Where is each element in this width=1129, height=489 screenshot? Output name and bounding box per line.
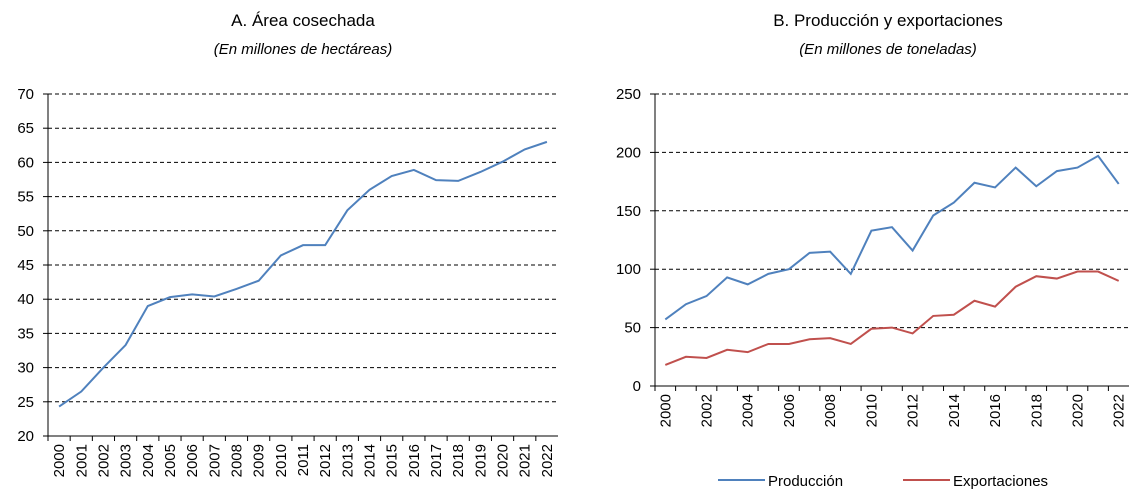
x-tick-label: 2017 <box>428 444 445 477</box>
x-tick-label: 2021 <box>517 444 534 477</box>
y-tick-label: 45 <box>17 257 34 274</box>
y-tick-label: 0 <box>633 378 641 395</box>
x-tick-label: 2016 <box>987 394 1004 427</box>
y-tick-label: 70 <box>17 86 34 103</box>
x-tick-label: 2012 <box>317 444 334 477</box>
x-tick-label: 2009 <box>251 444 268 477</box>
x-tick-label: 2008 <box>822 394 839 427</box>
y-tick-label: 65 <box>17 120 34 137</box>
chart-title: B. Producción y exportaciones <box>773 11 1003 30</box>
line-series <box>664 270 1120 366</box>
x-tick-label: 2000 <box>657 394 674 427</box>
legend-label: Producción <box>768 473 843 489</box>
x-tick-label: 2010 <box>273 444 290 477</box>
x-tick-label: 2012 <box>905 394 922 427</box>
y-tick-label: 150 <box>616 203 641 220</box>
y-tick-label: 250 <box>616 86 641 103</box>
x-tick-label: 2019 <box>472 444 489 477</box>
x-tick-label: 2015 <box>384 444 401 477</box>
x-tick-label: 2007 <box>206 444 223 477</box>
x-tick-label: 2006 <box>184 444 201 477</box>
x-tick-label: 2020 <box>1069 394 1086 427</box>
x-tick-label: 2018 <box>450 444 467 477</box>
x-tick-label: 2001 <box>73 444 90 477</box>
y-tick-label: 20 <box>17 428 34 445</box>
y-tick-label: 25 <box>17 394 34 411</box>
y-tick-label: 50 <box>17 223 34 240</box>
x-tick-label: 2018 <box>1028 394 1045 427</box>
line-series <box>664 154 1120 321</box>
x-tick-label: 2002 <box>699 394 716 427</box>
x-tick-label: 2006 <box>781 394 798 427</box>
y-tick-label: 55 <box>17 189 34 206</box>
x-tick-label: 2014 <box>946 394 963 427</box>
y-tick-label: 60 <box>17 154 34 171</box>
chart-title: A. Área cosechada <box>231 11 375 30</box>
y-tick-label: 50 <box>624 320 641 337</box>
x-tick-label: 2004 <box>740 394 757 427</box>
x-tick-label: 2013 <box>339 444 356 477</box>
x-tick-label: 2008 <box>228 444 245 477</box>
y-tick-label: 40 <box>17 291 34 308</box>
y-tick-label: 35 <box>17 325 34 342</box>
x-tick-label: 2005 <box>162 444 179 477</box>
y-tick-label: 100 <box>616 261 641 278</box>
x-tick-label: 2011 <box>295 444 312 476</box>
x-tick-label: 2022 <box>1111 394 1128 427</box>
line-series <box>58 140 548 408</box>
x-tick-label: 2020 <box>495 444 512 477</box>
y-tick-label: 30 <box>17 360 34 377</box>
chart-subtitle: (En millones de toneladas) <box>799 41 977 58</box>
y-tick-label: 200 <box>616 144 641 161</box>
x-tick-label: 2004 <box>140 444 157 477</box>
x-tick-label: 2016 <box>406 444 423 477</box>
chart-subtitle: (En millones de hectáreas) <box>214 41 392 58</box>
x-tick-label: 2002 <box>95 444 112 477</box>
x-tick-label: 2000 <box>51 444 68 477</box>
x-tick-label: 2010 <box>863 394 880 427</box>
x-tick-label: 2003 <box>118 444 135 477</box>
x-tick-label: 2014 <box>362 444 379 477</box>
x-tick-label: 2022 <box>539 444 556 477</box>
legend-label: Exportaciones <box>953 473 1048 489</box>
